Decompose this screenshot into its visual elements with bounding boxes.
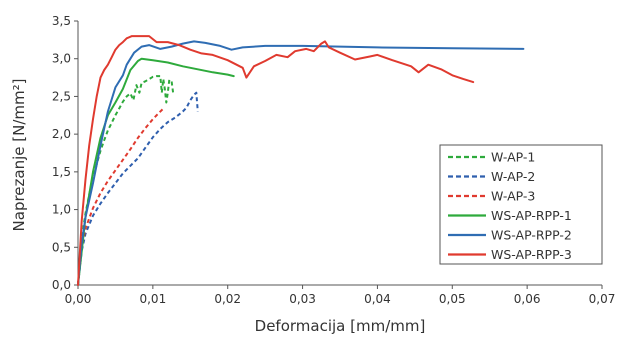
series-line-ws-ap-rpp-1	[77, 57, 235, 286]
y-tick-label: 2,0	[52, 127, 71, 141]
legend-label: W-AP-2	[491, 169, 535, 184]
y-axis-ticks: 0,0 0,5 1,0 1,5 2,0 2,5 3,0 3,5	[52, 14, 78, 292]
x-axis-ticks: 0,00 0,01 0,02 0,03 0,04 0,05 0,06 0,07	[65, 285, 616, 306]
legend-label: W-AP-3	[491, 189, 535, 204]
legend-label: W-AP-1	[491, 150, 535, 165]
x-tick-label: 0,01	[139, 292, 166, 306]
legend-label: WS-AP-RPP-1	[491, 208, 572, 223]
y-tick-label: 0,5	[52, 240, 71, 254]
x-tick-label: 0,00	[65, 292, 92, 306]
x-tick-label: 0,02	[214, 292, 241, 306]
x-tick-label: 0,07	[589, 292, 616, 306]
y-tick-label: 1,0	[52, 203, 71, 217]
axes	[77, 21, 602, 286]
x-tick-label: 0,05	[439, 292, 466, 306]
x-tick-label: 0,03	[289, 292, 316, 306]
x-axis-title: Deformacija [mm/mm]	[255, 317, 426, 335]
series-line-w-ap-2	[77, 91, 199, 286]
legend: W-AP-1 W-AP-2 W-AP-3 WS-AP-RPP-1 WS-AP-RPP-2…	[439, 144, 603, 265]
series-line-ws-ap-rpp-2	[77, 40, 525, 286]
y-tick-label: 2,5	[52, 89, 71, 103]
series-line-w-ap-3	[77, 108, 165, 286]
x-tick-label: 0,06	[514, 292, 541, 306]
y-tick-label: 3,0	[52, 52, 71, 66]
legend-box	[439, 144, 603, 265]
y-axis-title: Naprezanje [N/mm²]	[10, 79, 28, 232]
series-line-ws-ap-rpp-3	[77, 35, 475, 286]
legend-label: WS-AP-RPP-3	[491, 247, 572, 262]
x-tick-label: 0,04	[364, 292, 391, 306]
series-layer	[77, 35, 525, 286]
y-tick-label: 1,5	[52, 165, 71, 179]
legend-label: WS-AP-RPP-2	[491, 228, 572, 243]
y-tick-label: 3,5	[52, 14, 71, 28]
y-tick-label: 0,0	[52, 278, 71, 292]
series-line-w-ap-1	[77, 75, 175, 286]
